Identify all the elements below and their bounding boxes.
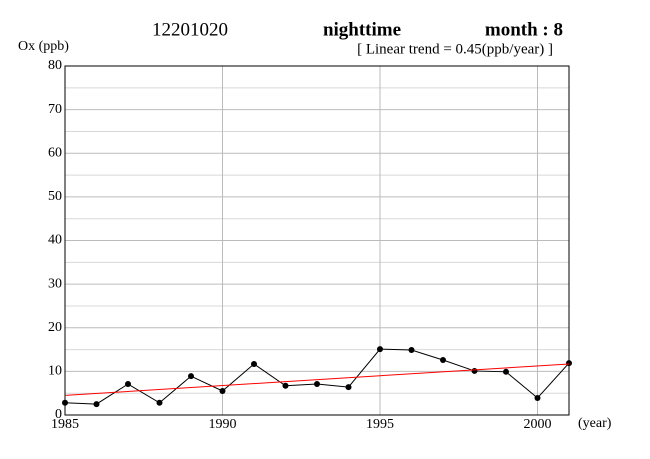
- data-point: [156, 399, 163, 406]
- chart-title: 12201020: [152, 19, 228, 40]
- plot-frame: [64, 65, 570, 416]
- data-point: [566, 360, 572, 367]
- data-point: [314, 381, 320, 388]
- x-tick-label: 1995: [366, 417, 394, 432]
- y-tick-label: 10: [48, 364, 62, 379]
- annotation: [ Linear trend = 0.45(ppb/year) ]: [357, 41, 553, 57]
- y-tick-label: 20: [48, 320, 62, 335]
- data-point: [377, 346, 383, 353]
- y-tick-label: 50: [48, 189, 62, 204]
- x-tick-label: 2000: [524, 417, 552, 432]
- data-point: [188, 373, 194, 380]
- data-point: [503, 368, 509, 375]
- data-line: [64, 348, 570, 405]
- y-tick-label: 30: [48, 276, 62, 291]
- month-label: month : 8: [485, 19, 563, 40]
- data-point: [408, 346, 415, 353]
- trend-line: [64, 363, 570, 396]
- y-tick-label: 60: [48, 145, 62, 160]
- data-point: [251, 360, 257, 367]
- data-point: [93, 401, 100, 408]
- data-point: [125, 381, 131, 388]
- data-point: [440, 357, 446, 364]
- data-point: [534, 394, 541, 401]
- x-tick-label: 1985: [51, 417, 79, 432]
- data-point: [471, 367, 478, 374]
- data-point: [345, 384, 352, 391]
- data-point: [219, 388, 226, 395]
- y-tick-label: 70: [48, 102, 62, 117]
- x-tick-label: 1990: [209, 417, 237, 432]
- x-axis-label: (year): [578, 416, 612, 431]
- chart-subtitle: nighttime: [323, 19, 401, 40]
- data-point: [282, 382, 289, 389]
- y-axis-label: Ox (ppb): [18, 39, 69, 54]
- y-tick-label: 80: [48, 58, 62, 73]
- y-tick-label: 40: [48, 233, 62, 248]
- y-tick-label: 0: [55, 407, 62, 422]
- data-point: [62, 399, 68, 406]
